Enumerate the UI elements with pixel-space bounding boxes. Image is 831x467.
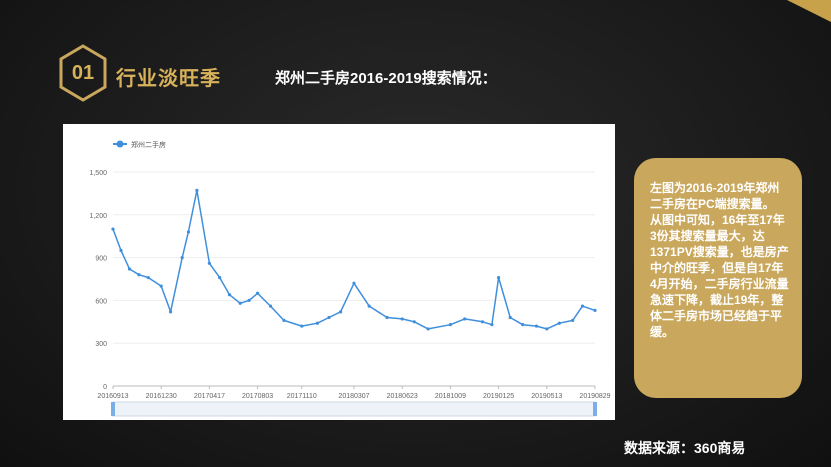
data-point — [490, 323, 494, 327]
data-point — [367, 304, 371, 308]
data-point — [385, 315, 389, 320]
x-tick-label: 20161230 — [146, 393, 177, 400]
section-number-badge: 01 — [58, 44, 108, 102]
data-source: 数据来源：360商易 — [624, 440, 746, 456]
y-tick-label: 0 — [103, 384, 107, 391]
y-tick-label: 1,200 — [89, 213, 107, 220]
x-tick-label: 20180623 — [387, 393, 418, 400]
data-point — [521, 323, 525, 327]
hexagon-icon — [59, 44, 107, 102]
data-point — [508, 315, 512, 320]
y-tick-label: 900 — [95, 256, 107, 263]
data-point — [352, 281, 356, 285]
data-point — [300, 324, 304, 328]
corner-accent — [787, 0, 831, 22]
data-point — [448, 323, 452, 327]
legend-label: 郑州二手房 — [131, 140, 166, 149]
y-tick-label: 300 — [95, 341, 107, 348]
zoom-slider-handle-right[interactable] — [593, 402, 597, 416]
data-point — [545, 327, 549, 331]
data-point — [268, 304, 273, 308]
zoom-slider-track[interactable] — [112, 401, 596, 417]
data-point — [218, 275, 222, 280]
x-tick-label: 20170803 — [242, 393, 273, 400]
data-point — [412, 320, 416, 324]
data-point — [195, 188, 199, 193]
data-point — [256, 291, 260, 295]
y-tick-label: 1,500 — [89, 170, 107, 177]
section-title: 行业淡旺季 — [116, 68, 221, 90]
data-point — [571, 318, 575, 322]
data-point — [146, 275, 150, 280]
data-point — [207, 261, 211, 265]
x-tick-label: 20160913 — [97, 393, 128, 400]
data-point — [227, 293, 232, 297]
data-point — [557, 321, 561, 325]
x-tick-label: 20171110 — [287, 393, 317, 400]
x-tick-label: 20170417 — [194, 393, 225, 400]
description-card: 左图为2016-2019年郑州二手房在PC端搜索量。 从图中可知，16年至17年… — [634, 158, 802, 398]
y-tick-label: 600 — [95, 298, 107, 305]
data-point — [247, 298, 251, 302]
section-number: 01 — [71, 61, 95, 84]
data-point — [327, 315, 331, 320]
data-point — [180, 256, 184, 260]
data-point — [480, 320, 485, 324]
data-point — [127, 267, 132, 271]
data-point — [534, 324, 539, 328]
data-point — [111, 227, 115, 231]
data-point — [400, 317, 404, 321]
x-tick-label: 20190513 — [531, 393, 562, 400]
line-chart: 0 300 600 900 1,200 1,500 20160913 20161230 201… — [89, 140, 611, 417]
data-point — [339, 310, 343, 314]
zoom-slider-handle-left[interactable] — [111, 402, 115, 416]
data-point — [463, 317, 467, 321]
data-point — [168, 310, 173, 314]
data-point — [497, 275, 501, 280]
data-point — [282, 318, 286, 322]
data-point — [426, 327, 430, 331]
x-tick-label: 20190125 — [483, 393, 514, 400]
data-point — [119, 248, 123, 253]
x-tick-label: 20180307 — [338, 393, 369, 400]
data-point — [137, 273, 141, 277]
x-tick-label: 20190829 — [579, 393, 610, 400]
data-point — [186, 230, 191, 234]
data-point — [315, 321, 320, 325]
data-point — [580, 304, 585, 308]
chart-panel: 0 300 600 900 1,200 1,500 20160913 20161230 201… — [63, 124, 615, 420]
description-text: 左图为2016-2019年郑州二手房在PC端搜索量。 从图中可知，16年至17年… — [650, 181, 789, 339]
legend-marker-icon — [116, 140, 124, 148]
x-tick-label: 20181009 — [435, 393, 466, 400]
data-point — [159, 284, 163, 288]
data-point — [593, 308, 597, 312]
data-point — [238, 301, 242, 305]
series-line — [112, 189, 596, 330]
chart-subtitle: 郑州二手房2016-2019搜索情况： — [275, 70, 497, 87]
